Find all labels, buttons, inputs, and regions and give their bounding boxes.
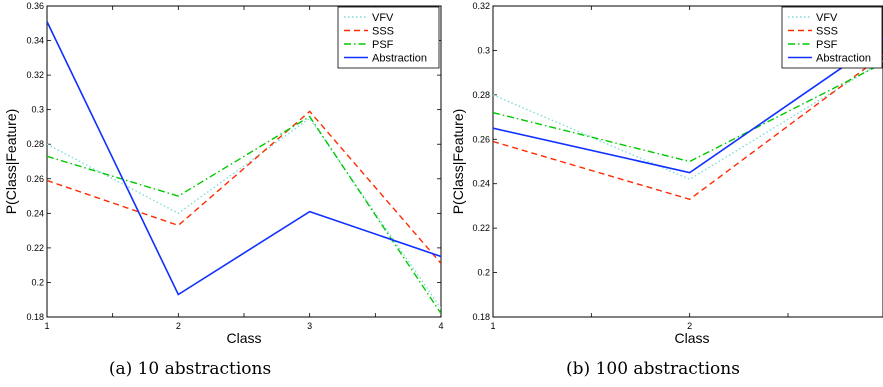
y-tick-label: 0.24 (26, 208, 44, 218)
x-axis-label: Class (226, 330, 261, 346)
legend-label-sss: SSS (816, 26, 838, 38)
y-tick-label: 0.34 (26, 36, 44, 46)
legend-label-abstraction: Abstraction (816, 53, 871, 65)
y-tick-label: 0.32 (472, 1, 490, 11)
y-tick-label: 0.22 (472, 223, 490, 233)
y-tick-label: 0.24 (472, 179, 490, 189)
y-axis-label: P(Class|Feature) (450, 109, 466, 215)
series-line-vfv (493, 60, 883, 181)
x-tick-label: 2 (176, 321, 181, 331)
y-tick-label: 0.26 (472, 134, 490, 144)
legend-label-vfv: VFV (816, 12, 838, 24)
series-line-sss (493, 54, 883, 201)
legend-label-sss: SSS (372, 26, 394, 38)
x-tick-label: 1 (490, 321, 495, 331)
series-group (493, 38, 883, 201)
y-tick-label: 0.2 (31, 277, 44, 287)
chart-caption: (b) 100 abstractions (566, 359, 740, 379)
y-tick-label: 0.28 (26, 139, 44, 149)
y-tick-label: 0.32 (26, 70, 44, 80)
chart-caption: (a) 10 abstractions (109, 359, 271, 379)
x-tick-label: 4 (438, 321, 443, 331)
y-tick-label: 0.2 (477, 268, 490, 278)
legend-label-psf: PSF (816, 39, 838, 51)
x-tick-label: 2 (687, 321, 692, 331)
y-tick-label: 0.28 (472, 90, 490, 100)
x-axis-label: Class (674, 330, 709, 346)
chart-panel-b: 0.180.20.220.240.260.280.30.32123VFVSSSP… (450, 1, 883, 379)
y-tick-label: 0.18 (472, 312, 490, 322)
series-line-vfv (47, 117, 441, 309)
series-line-abstraction (47, 21, 441, 296)
series-line-psf (47, 115, 441, 314)
legend-label-abstraction: Abstraction (372, 53, 427, 65)
series-line-abstraction (493, 38, 883, 174)
y-tick-label: 0.18 (26, 312, 44, 322)
legend-label-psf: PSF (372, 39, 394, 51)
series-line-sss (47, 110, 441, 264)
y-axis-label: P(Class|Feature) (3, 109, 19, 215)
x-tick-label: 3 (307, 321, 312, 331)
series-group (47, 21, 441, 314)
y-tick-label: 0.22 (26, 243, 44, 253)
y-tick-label: 0.3 (477, 45, 490, 55)
legend-label-vfv: VFV (372, 12, 394, 24)
y-tick-label: 0.3 (31, 105, 44, 115)
y-tick-label: 0.36 (26, 1, 44, 11)
y-tick-label: 0.26 (26, 174, 44, 184)
chart-panel-a: 0.18 0.2 0.22 0.24 0.26 0.28 0.3 0.32 0.34 0.36 1 2… (3, 1, 444, 379)
x-tick-label: 1 (44, 321, 49, 331)
